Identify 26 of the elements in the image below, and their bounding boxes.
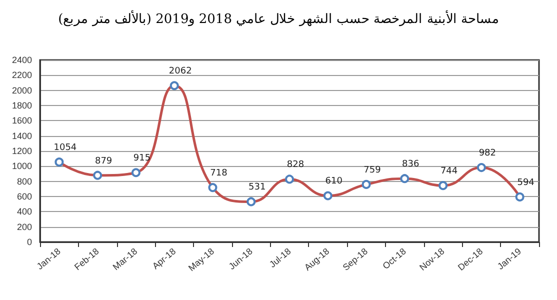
y-tick-label: 0 [26, 237, 32, 247]
y-tick-label: 800 [16, 176, 32, 186]
data-label: 718 [210, 168, 228, 179]
y-tick-label: 600 [16, 192, 32, 202]
data-label: 879 [94, 156, 112, 166]
data-label: 531 [248, 182, 266, 193]
data-label: 610 [325, 176, 343, 187]
y-tick-label: 1400 [12, 130, 32, 141]
y-tick-label: 1000 [12, 161, 32, 172]
y-tick-label: 1600 [12, 116, 32, 126]
y-tick-label: 1800 [12, 100, 32, 110]
data-label: 836 [402, 160, 420, 170]
data-label: 759 [364, 165, 382, 176]
data-label: 2062 [168, 66, 192, 77]
chart-title: مساحة الأبنية المرخصة حسب الشهر خلال عامي 2018 و2019 (بالألف متر مربع) [58, 10, 499, 27]
data-label: 744 [440, 166, 458, 177]
y-tick-label: 2400 [12, 55, 32, 65]
data-label: 594 [517, 178, 535, 188]
y-tick-label: 1200 [12, 146, 32, 156]
y-tick-label: 200 [16, 222, 32, 232]
y-tick-label: 400 [16, 206, 32, 217]
data-label: 1054 [54, 143, 77, 154]
y-tick-label: 2200 [12, 70, 32, 80]
data-label: 828 [286, 160, 304, 170]
data-label: 982 [478, 148, 496, 159]
y-tick-label: 2000 [12, 85, 32, 96]
